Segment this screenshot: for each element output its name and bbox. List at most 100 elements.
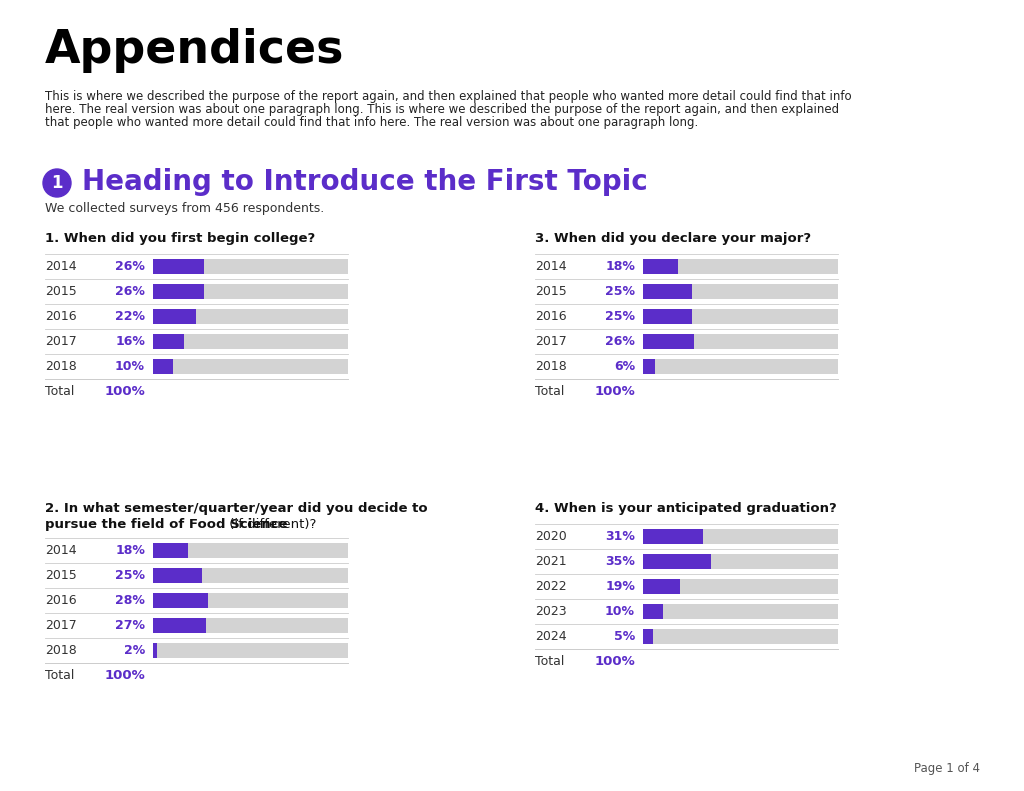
Text: 16%: 16% xyxy=(115,335,145,348)
Bar xyxy=(153,543,188,558)
Text: 27%: 27% xyxy=(115,619,145,632)
Text: 2014: 2014 xyxy=(535,260,566,273)
Bar xyxy=(643,579,838,594)
Text: 3. When did you declare your major?: 3. When did you declare your major? xyxy=(535,232,811,245)
Bar xyxy=(153,309,348,324)
Bar xyxy=(643,529,703,544)
Bar xyxy=(153,568,202,583)
Text: Total: Total xyxy=(535,655,564,668)
Text: 1: 1 xyxy=(51,174,62,192)
Bar xyxy=(153,359,348,374)
Text: 2015: 2015 xyxy=(45,285,77,298)
Text: 2024: 2024 xyxy=(535,630,566,643)
Bar xyxy=(643,629,838,644)
Text: here. The real version was about one paragraph long. This is where we described : here. The real version was about one par… xyxy=(45,103,839,116)
Text: 2. In what semester/quarter/year did you decide to: 2. In what semester/quarter/year did you… xyxy=(45,502,428,515)
Text: Appendices: Appendices xyxy=(45,28,344,73)
Bar xyxy=(643,309,838,324)
Text: Heading to Introduce the First Topic: Heading to Introduce the First Topic xyxy=(82,168,648,196)
Text: pursue the field of Food Science: pursue the field of Food Science xyxy=(45,518,288,531)
Text: 18%: 18% xyxy=(115,544,145,557)
Text: 100%: 100% xyxy=(104,669,145,682)
Text: (if different)?: (if different)? xyxy=(225,518,316,531)
Bar xyxy=(643,259,678,274)
Text: 2023: 2023 xyxy=(535,605,566,618)
Bar xyxy=(153,568,348,583)
Text: 2%: 2% xyxy=(124,644,145,657)
Text: 2021: 2021 xyxy=(535,555,566,568)
Text: 100%: 100% xyxy=(594,655,635,668)
Text: 2017: 2017 xyxy=(45,335,77,348)
Text: 25%: 25% xyxy=(115,569,145,582)
Text: This is where we described the purpose of the report again, and then explained t: This is where we described the purpose o… xyxy=(45,90,852,103)
Text: 28%: 28% xyxy=(115,594,145,607)
Bar xyxy=(153,334,184,349)
Bar xyxy=(643,259,838,274)
Bar xyxy=(643,359,654,374)
Text: 2017: 2017 xyxy=(535,335,566,348)
Bar xyxy=(153,309,196,324)
Text: 100%: 100% xyxy=(104,385,145,398)
Text: Total: Total xyxy=(45,669,75,682)
Text: 100%: 100% xyxy=(594,385,635,398)
Text: We collected surveys from 456 respondents.: We collected surveys from 456 respondent… xyxy=(45,202,325,215)
Text: Total: Total xyxy=(535,385,564,398)
Bar xyxy=(153,334,348,349)
Text: 2016: 2016 xyxy=(45,594,77,607)
Text: 2020: 2020 xyxy=(535,530,566,543)
Bar xyxy=(153,593,348,608)
Bar xyxy=(153,618,206,633)
Text: 5%: 5% xyxy=(613,630,635,643)
Text: 26%: 26% xyxy=(115,260,145,273)
Text: 2018: 2018 xyxy=(45,644,77,657)
Text: 1. When did you first begin college?: 1. When did you first begin college? xyxy=(45,232,315,245)
Text: 6%: 6% xyxy=(613,360,635,373)
Text: 2018: 2018 xyxy=(45,360,77,373)
Text: 2022: 2022 xyxy=(535,580,566,593)
Bar xyxy=(643,604,663,619)
Bar xyxy=(153,643,157,658)
Bar xyxy=(643,309,692,324)
Bar xyxy=(643,604,838,619)
Bar xyxy=(643,629,652,644)
Bar xyxy=(153,593,208,608)
Text: 26%: 26% xyxy=(115,285,145,298)
Bar xyxy=(153,259,204,274)
Text: 4. When is your anticipated graduation?: 4. When is your anticipated graduation? xyxy=(535,502,837,515)
Text: 22%: 22% xyxy=(115,310,145,323)
Bar xyxy=(643,334,693,349)
Bar xyxy=(153,284,348,299)
Bar xyxy=(643,554,838,569)
Bar xyxy=(153,359,172,374)
Bar xyxy=(643,284,838,299)
Text: 2018: 2018 xyxy=(535,360,566,373)
Text: 2014: 2014 xyxy=(45,544,77,557)
Bar xyxy=(153,543,348,558)
Text: 10%: 10% xyxy=(115,360,145,373)
Bar xyxy=(153,618,348,633)
Bar xyxy=(643,529,838,544)
Text: that people who wanted more detail could find that info here. The real version w: that people who wanted more detail could… xyxy=(45,116,698,129)
Text: 35%: 35% xyxy=(605,555,635,568)
Text: 2015: 2015 xyxy=(535,285,566,298)
Bar xyxy=(153,284,204,299)
Text: 2017: 2017 xyxy=(45,619,77,632)
Text: Page 1 of 4: Page 1 of 4 xyxy=(914,762,980,775)
Text: 26%: 26% xyxy=(605,335,635,348)
Bar xyxy=(153,643,348,658)
Text: 18%: 18% xyxy=(605,260,635,273)
Bar xyxy=(643,359,838,374)
Circle shape xyxy=(43,169,71,197)
Text: 19%: 19% xyxy=(605,580,635,593)
Text: 2016: 2016 xyxy=(45,310,77,323)
Text: 2015: 2015 xyxy=(45,569,77,582)
Text: 2014: 2014 xyxy=(45,260,77,273)
Bar xyxy=(643,284,692,299)
Bar xyxy=(153,259,348,274)
Bar xyxy=(643,579,680,594)
Text: 25%: 25% xyxy=(605,285,635,298)
Text: 31%: 31% xyxy=(605,530,635,543)
Text: 25%: 25% xyxy=(605,310,635,323)
Text: Total: Total xyxy=(45,385,75,398)
Text: 10%: 10% xyxy=(605,605,635,618)
